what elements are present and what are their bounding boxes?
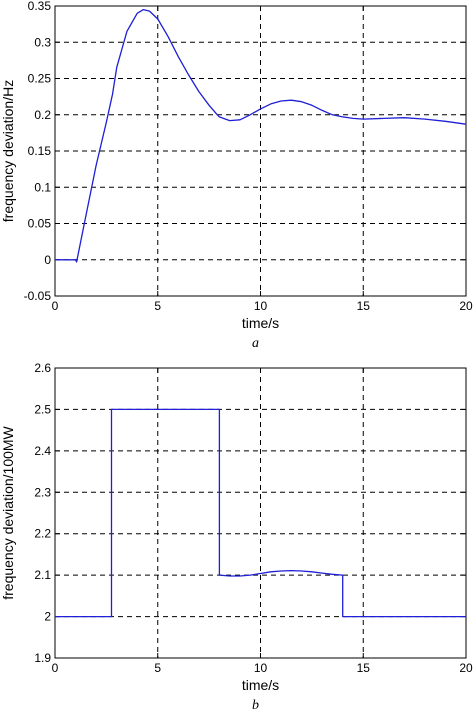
y-tick-label: 0.15 [28, 144, 52, 158]
y-tick-label: 2.2 [34, 527, 51, 541]
y-axis-label: frequency deviation/100MW [0, 425, 16, 599]
y-tick-label: 2.6 [34, 361, 51, 375]
y-tick-label: 2 [44, 610, 51, 624]
y-axis-label: frequency deviation/Hz [0, 80, 16, 222]
x-axis-label: time/s [242, 315, 279, 331]
y-tick-label: 0.2 [34, 108, 51, 122]
y-tick-label: 2.1 [34, 568, 51, 582]
y-tick-label: -0.05 [24, 289, 52, 303]
y-tick-label: 2.3 [34, 485, 51, 499]
series-line [55, 8, 467, 263]
y-tick-label: 0.3 [34, 35, 51, 49]
y-tick-label: 0.35 [28, 0, 52, 13]
x-tick-label: 10 [254, 661, 268, 675]
panel-caption: a [252, 336, 259, 351]
y-tick-label: 0.05 [28, 217, 52, 231]
x-tick-label: 20 [459, 299, 473, 313]
panel-caption: b [252, 698, 259, 713]
x-tick-label: 0 [52, 661, 59, 675]
y-tick-label: 0.25 [28, 72, 52, 86]
x-tick-label: 20 [459, 661, 473, 675]
x-tick-label: 5 [154, 661, 161, 675]
x-tick-label: 15 [357, 299, 371, 313]
series-line [55, 408, 466, 618]
chart-a: 0 5 10 15 20-0.0500.050.10.150.20.250.30.35t… [0, 0, 473, 351]
x-tick-label: 0 [52, 299, 59, 313]
x-tick-label: 5 [154, 299, 161, 313]
y-tick-label: 2.4 [34, 444, 51, 458]
x-tick-label: 15 [357, 661, 371, 675]
y-tick-label: 0.1 [34, 180, 51, 194]
y-tick-label: 2.5 [34, 402, 51, 416]
y-tick-label: 0 [44, 253, 51, 267]
x-axis-label: time/s [242, 677, 279, 693]
chart-b: 0 5 10 15 20 1.9 2 2.1 2.2 2.3 2.4 2.5 2.6 time/s freq… [0, 361, 473, 713]
x-tick-label: 10 [254, 299, 268, 313]
y-tick-label: 1.9 [34, 651, 51, 665]
